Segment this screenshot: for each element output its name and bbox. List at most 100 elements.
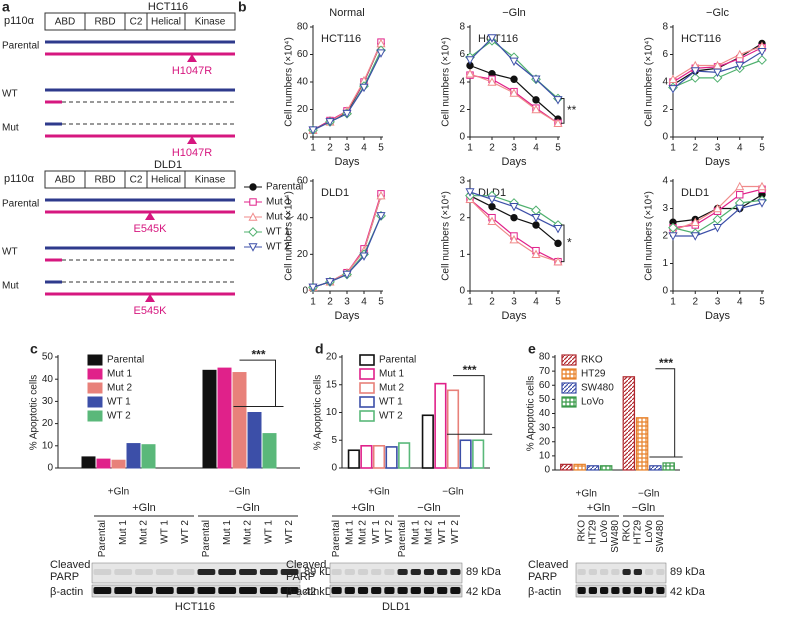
mutation-label: H1047R xyxy=(172,65,212,77)
cell-line-label: DLD1 xyxy=(321,187,349,199)
x-tick-label: 5 xyxy=(378,297,384,308)
band xyxy=(155,587,174,594)
protein-label: p110α xyxy=(4,173,35,185)
y-tick-label: 60 xyxy=(539,380,551,391)
significance: ** xyxy=(567,103,577,117)
lane-label: WT 2 xyxy=(384,520,395,544)
lane-label: WT 2 xyxy=(284,520,295,544)
lane-label: WT 2 xyxy=(450,520,461,544)
y-tick-label: 4 xyxy=(662,176,668,187)
legend-label: WT 2 xyxy=(107,411,131,422)
y-tick-label: 30 xyxy=(42,396,54,407)
lane-label: LoVo xyxy=(599,520,610,543)
point xyxy=(325,278,335,287)
legend-label: Parental xyxy=(266,182,303,193)
band xyxy=(344,587,355,594)
band-label: PARP xyxy=(50,571,79,583)
band xyxy=(645,569,654,575)
point xyxy=(735,49,745,59)
band-label: Cleaved xyxy=(286,559,326,571)
mutation-marker xyxy=(187,136,197,144)
band xyxy=(135,587,153,594)
cell-line-label: HCT116 xyxy=(478,33,518,45)
point xyxy=(736,191,744,199)
x-tick-label: 5 xyxy=(555,297,561,308)
band xyxy=(218,587,237,594)
lane-label: WT 1 xyxy=(159,520,170,544)
y-tick-label: 10 xyxy=(326,407,338,418)
y-tick-label: 2 xyxy=(662,104,668,115)
point xyxy=(712,224,723,233)
band xyxy=(384,587,395,594)
x-axis-label: Days xyxy=(334,156,360,168)
x-axis-label: Days xyxy=(501,156,527,168)
point xyxy=(376,49,386,58)
point xyxy=(325,118,335,127)
bar xyxy=(573,463,586,471)
lane-label: Mut 1 xyxy=(410,520,421,545)
point xyxy=(509,57,519,67)
legend-label: WT 1 xyxy=(379,397,403,408)
bar xyxy=(622,376,636,471)
row-label: WT xyxy=(2,89,18,100)
x-tick-label: 5 xyxy=(759,297,765,308)
x-tick-label: −Gln xyxy=(638,489,659,500)
legend-swatch xyxy=(359,382,375,394)
y-tick-label: 6 xyxy=(459,49,465,60)
y-tick-label: 0 xyxy=(662,132,668,143)
bar xyxy=(126,443,141,469)
x-tick-label: +Gln xyxy=(108,487,129,498)
x-tick-label: +Gln xyxy=(368,487,389,498)
point xyxy=(376,212,386,221)
band xyxy=(410,587,421,594)
band xyxy=(410,569,421,575)
domain: Kinase xyxy=(195,175,226,186)
x-tick-label: 2 xyxy=(692,143,698,154)
band xyxy=(155,569,174,575)
bar xyxy=(398,442,411,469)
x-tick-label: 5 xyxy=(759,143,765,154)
band xyxy=(611,569,620,575)
row-label: Mut xyxy=(2,281,19,292)
band xyxy=(280,587,299,594)
cell-line: HCT116 xyxy=(148,1,188,13)
lane-label: SW480 xyxy=(610,520,621,553)
y-axis-label: % Apoptotic cells xyxy=(29,375,40,451)
bar xyxy=(347,449,360,469)
mutation-label: E545K xyxy=(133,305,167,317)
point xyxy=(487,216,497,226)
group-label: −Gln xyxy=(236,502,260,514)
point xyxy=(712,203,723,213)
x-tick-label: 3 xyxy=(344,143,350,154)
point xyxy=(757,55,767,65)
y-tick-label: 6 xyxy=(662,49,668,60)
x-tick-label: 2 xyxy=(692,297,698,308)
lane-label: SW480 xyxy=(655,520,666,553)
y-tick-label: 40 xyxy=(297,77,309,88)
point xyxy=(735,61,745,71)
point xyxy=(308,126,318,135)
point xyxy=(690,72,701,83)
x-tick-label: 1 xyxy=(310,143,316,154)
panel-label: b xyxy=(238,0,247,15)
bar xyxy=(217,367,232,469)
bar xyxy=(586,465,600,471)
y-tick-label: 0 xyxy=(662,286,668,297)
y-tick-label: 40 xyxy=(539,408,551,419)
legend-label: Mut 1 xyxy=(266,197,291,208)
legend-swatch xyxy=(561,382,577,394)
band xyxy=(114,587,133,594)
legend-label: HT29 xyxy=(581,369,606,380)
y-tick-label: 50 xyxy=(539,394,551,405)
bar xyxy=(434,382,447,469)
bar xyxy=(141,444,156,469)
y-axis-label: Cell numbers (×10⁴) xyxy=(644,191,655,281)
legend-swatch xyxy=(561,368,577,380)
y-tick-label: 20 xyxy=(42,418,54,429)
row-label: WT xyxy=(2,247,18,258)
legend-label: Mut 2 xyxy=(266,212,291,223)
x-axis-label: Days xyxy=(501,310,527,322)
point xyxy=(510,213,518,222)
cell-line-label: HCT116 xyxy=(681,33,721,45)
